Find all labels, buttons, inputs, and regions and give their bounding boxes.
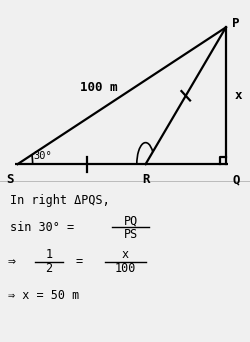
Text: 1: 1 [45, 248, 52, 261]
Text: PS: PS [123, 228, 137, 241]
Text: S: S [6, 173, 14, 186]
Text: Q: Q [231, 173, 239, 186]
Text: 100 m: 100 m [80, 81, 118, 94]
Text: ⇒ x = 50 m: ⇒ x = 50 m [8, 289, 79, 302]
Text: x: x [122, 248, 128, 261]
Text: 2: 2 [45, 262, 52, 275]
Text: x: x [234, 89, 241, 102]
Text: R: R [141, 173, 149, 186]
Text: ⇒: ⇒ [8, 255, 16, 268]
Text: In right ΔPQS,: In right ΔPQS, [10, 194, 109, 207]
Text: PQ: PQ [123, 214, 137, 227]
Text: 30°: 30° [33, 150, 52, 161]
Text: P: P [231, 17, 239, 30]
Text: 100: 100 [114, 262, 136, 275]
Text: =: = [75, 255, 82, 268]
Text: sin 30° =: sin 30° = [10, 221, 74, 234]
